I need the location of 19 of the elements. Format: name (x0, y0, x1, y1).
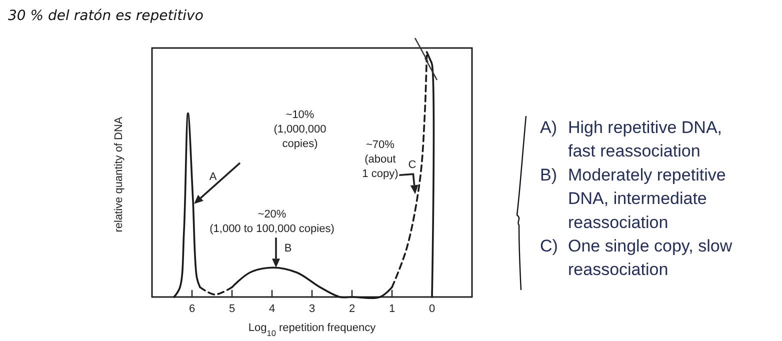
x-axis-title: Log$_{10}$ repetition frequency (248, 322, 376, 338)
text: C) One single copy, slow reassociation (540, 236, 733, 280)
x-tick-label: 4 (268, 303, 276, 315)
y-axis-title: relative quantity of DNA (113, 116, 125, 232)
x-tick-label: 5 (228, 303, 236, 315)
annotation: ~70% (about 1 copy) (362, 139, 398, 180)
annotation: B (284, 242, 292, 255)
x-tick-label: 3 (308, 303, 316, 315)
x-tick-label: 6 (188, 303, 196, 315)
text: B) Moderately repetitive DNA, intermediate reassociation (540, 165, 726, 232)
annotation: C (408, 159, 416, 172)
x-tick-label: 0 (428, 303, 436, 315)
x-tick-label: 2 (348, 303, 356, 315)
text: 30 % del ratón es repetitivo (8, 8, 204, 24)
x-tick-label: 1 (388, 303, 396, 315)
annotation: ~10% (1,000,000 copies) (274, 108, 326, 150)
annotation: ~20% (1,000 to 100,000 copies) (210, 208, 334, 236)
text: A) High repetitive DNA, fast reassociation (540, 118, 722, 161)
annotation: A (209, 170, 218, 183)
